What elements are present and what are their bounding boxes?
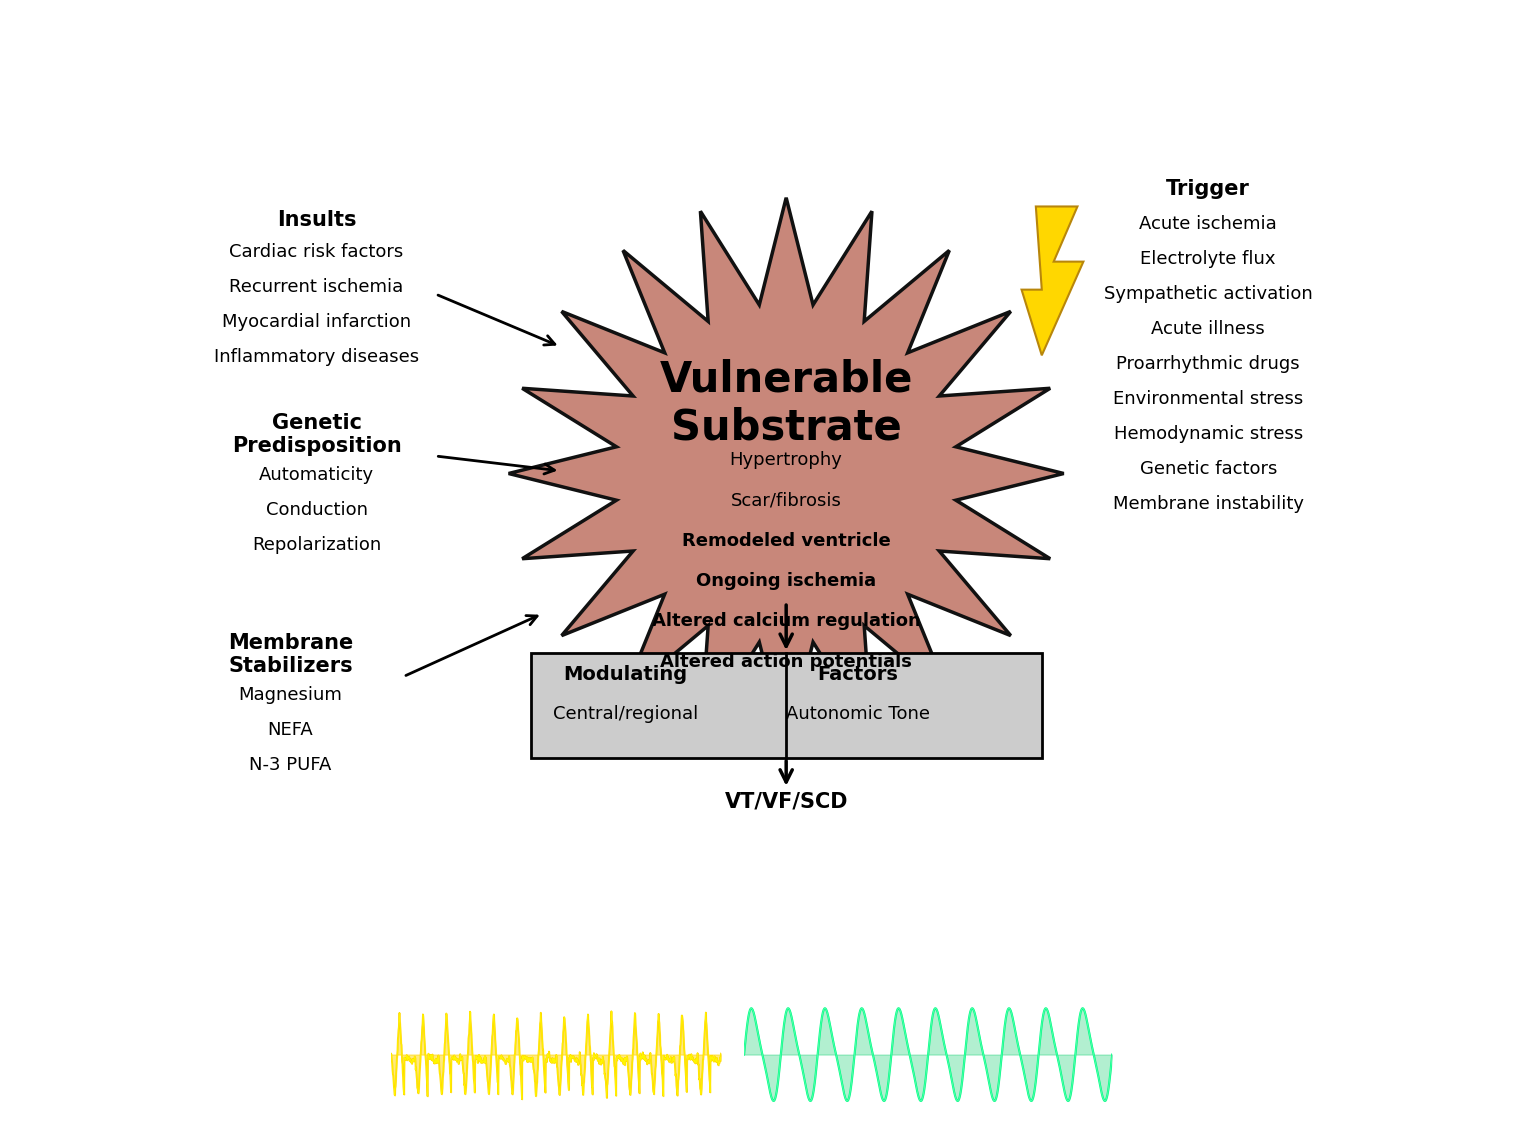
Text: Ongoing ischemia: Ongoing ischemia [696, 572, 876, 590]
Text: Autonomic Tone: Autonomic Tone [785, 705, 930, 723]
Text: Altered action potentials: Altered action potentials [660, 653, 913, 671]
Text: Altered calcium regulation: Altered calcium regulation [652, 613, 920, 630]
Text: Recurrent ischemia: Recurrent ischemia [230, 279, 403, 296]
Text: Membrane instability: Membrane instability [1112, 495, 1304, 513]
Text: Vulnerable
Substrate: Vulnerable Substrate [660, 358, 913, 449]
Text: Trigger: Trigger [1166, 179, 1250, 199]
Text: Magnesium: Magnesium [238, 686, 342, 704]
Text: Acute illness: Acute illness [1152, 319, 1266, 338]
Text: Inflammatory diseases: Inflammatory diseases [215, 348, 419, 366]
Text: Myocardial infarction: Myocardial infarction [222, 313, 411, 331]
Text: Scar/fibrosis: Scar/fibrosis [730, 491, 842, 509]
Text: Environmental stress: Environmental stress [1114, 390, 1304, 408]
Text: Insults: Insults [276, 209, 356, 230]
Text: Electrolyte flux: Electrolyte flux [1140, 250, 1276, 268]
Text: Genetic factors: Genetic factors [1140, 460, 1276, 479]
Text: Sympathetic activation: Sympathetic activation [1104, 285, 1313, 304]
Polygon shape [509, 198, 1063, 749]
Text: Hypertrophy: Hypertrophy [730, 451, 842, 470]
Text: Remodeled ventricle: Remodeled ventricle [681, 532, 891, 550]
Text: Modulating: Modulating [563, 665, 687, 684]
Text: VT/VF/SCD: VT/VF/SCD [724, 791, 848, 812]
Text: Membrane
Stabilizers: Membrane Stabilizers [229, 633, 353, 677]
Text: Repolarization: Repolarization [252, 537, 382, 555]
Text: Factors: Factors [818, 665, 897, 684]
Text: Conduction: Conduction [265, 501, 368, 520]
Polygon shape [1022, 207, 1083, 355]
Text: N-3 PUFA: N-3 PUFA [249, 756, 331, 774]
Text: Automaticity: Automaticity [259, 466, 374, 484]
Text: Genetic
Predisposition: Genetic Predisposition [232, 413, 402, 456]
Text: Central/regional: Central/regional [554, 705, 698, 723]
Text: Acute ischemia: Acute ischemia [1140, 215, 1278, 233]
Text: Cardiac risk factors: Cardiac risk factors [230, 243, 403, 262]
Text: Hemodynamic stress: Hemodynamic stress [1114, 425, 1302, 443]
Text: Proarrhythmic drugs: Proarrhythmic drugs [1117, 355, 1299, 373]
Bar [531, 653, 1042, 758]
Text: NEFA: NEFA [267, 721, 313, 739]
